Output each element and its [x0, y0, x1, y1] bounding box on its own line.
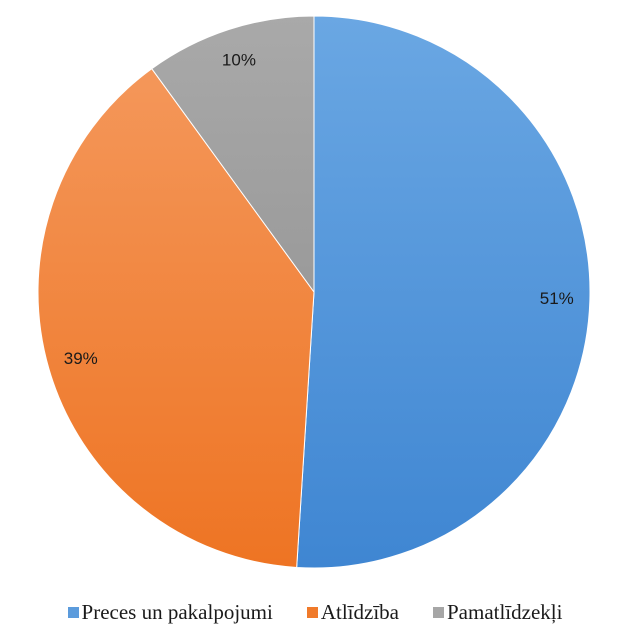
- pie-slice-atlidziba: [37, 68, 315, 568]
- data-label-atlidziba: 39%: [64, 349, 98, 368]
- legend-item-pamatlidzekli: Pamatlīdzekļi: [432, 599, 563, 625]
- pie-slice-pamatlidzekli: [151, 15, 315, 294]
- legend-item-preces: Preces un pakalpojumi: [67, 599, 273, 625]
- data-label-preces: 51%: [540, 289, 574, 308]
- legend-label-preces: Preces un pakalpojumi: [81, 599, 273, 624]
- legend-label-pamatlidzekli: Pamatlīdzekļi: [446, 599, 563, 624]
- legend-swatch-preces: [67, 606, 79, 618]
- legend: Preces un pakalpojumi Atlīdzība Pamatlīd…: [0, 597, 630, 627]
- pie-chart: 51% 39% 10%: [37, 15, 591, 569]
- pie-slice-preces: [296, 15, 591, 569]
- legend-item-atlidziba: Atlīdzība: [306, 599, 399, 625]
- legend-swatch-pamatlidzekli: [432, 606, 444, 618]
- legend-swatch-atlidziba: [306, 606, 318, 618]
- data-label-pamatlidzekli: 10%: [222, 50, 256, 69]
- legend-label-atlidziba: Atlīdzība: [320, 599, 399, 624]
